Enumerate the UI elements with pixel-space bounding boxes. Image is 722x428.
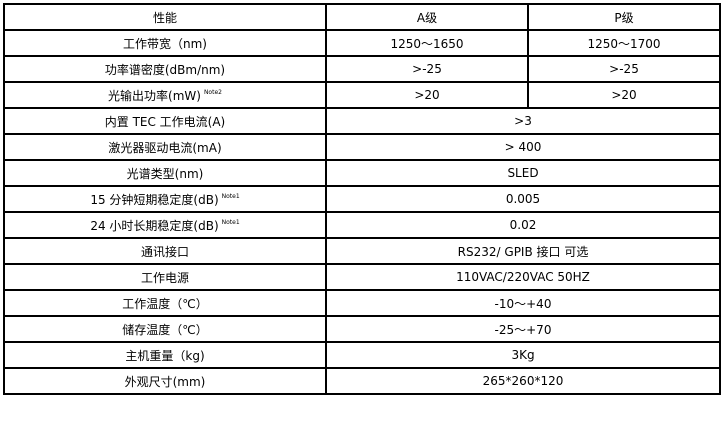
row-value: 0.005 [325,185,721,213]
table-row: 主机重量（kg) 3Kg [3,341,721,369]
row-value: >3 [325,107,721,135]
row-value-a: >-25 [325,55,529,83]
row-value: -25～+70 [325,315,721,343]
row-value: 265*260*120 [325,367,721,395]
table-row: 外观尺寸(mm) 265*260*120 [3,367,721,395]
row-label: 工作电源 [3,263,327,291]
row-label: 15 分钟短期稳定度(dB) Note1 [3,185,327,213]
table-row: 工作电源 110VAC/220VAC 50HZ [3,263,721,291]
row-label: 主机重量（kg) [3,341,327,369]
table-row: 光输出功率(mW) Note2 >20 >20 [3,81,721,109]
table-row: 内置 TEC 工作电流(A) >3 [3,107,721,135]
note-marker: Note2 [203,88,222,96]
table-row: 工作带宽（nm) 1250～1650 1250～1700 [3,29,721,57]
spec-table: 性能 A级 P级 工作带宽（nm) 1250～1650 1250～1700 功率谱密度… [3,3,721,395]
row-value-p: >-25 [527,55,721,83]
row-value: RS232/ GPIB 接口 可选 [325,237,721,265]
row-label: 内置 TEC 工作电流(A) [3,107,327,135]
table-row: 激光器驱动电流(mA) > 400 [3,133,721,161]
note-marker: Note1 [221,218,240,226]
row-label: 功率谱密度(dBm/nm) [3,55,327,83]
row-label: 外观尺寸(mm) [3,367,327,395]
row-value: 3Kg [325,341,721,369]
header-param: 性能 [3,3,327,31]
table-row: 24 小时长期稳定度(dB) Note1 0.02 [3,211,721,239]
row-value: 0.02 [325,211,721,239]
row-label: 通讯接口 [3,237,327,265]
table-row: 15 分钟短期稳定度(dB) Note1 0.005 [3,185,721,213]
row-label: 光输出功率(mW) Note2 [3,81,327,109]
row-label: 24 小时长期稳定度(dB) Note1 [3,211,327,239]
row-label: 光谱类型(nm) [3,159,327,187]
row-label: 储存温度（℃） [3,315,327,343]
table-row: 通讯接口 RS232/ GPIB 接口 可选 [3,237,721,265]
row-value: > 400 [325,133,721,161]
row-value: -10～+40 [325,289,721,317]
table-row: 光谱类型(nm) SLED [3,159,721,187]
row-value-p: >20 [527,81,721,109]
row-label: 工作温度（℃） [3,289,327,317]
row-value-a: 1250～1650 [325,29,529,57]
row-label: 工作带宽（nm) [3,29,327,57]
row-value-a: >20 [325,81,529,109]
table-row: 功率谱密度(dBm/nm) >-25 >-25 [3,55,721,83]
row-value: SLED [325,159,721,187]
header-row: 性能 A级 P级 [3,3,721,31]
row-value-p: 1250～1700 [527,29,721,57]
header-a-grade: A级 [325,3,529,31]
header-p-grade: P级 [527,3,721,31]
note-marker: Note1 [221,192,240,200]
table-row: 储存温度（℃） -25～+70 [3,315,721,343]
row-label: 激光器驱动电流(mA) [3,133,327,161]
table-row: 工作温度（℃） -10～+40 [3,289,721,317]
row-value: 110VAC/220VAC 50HZ [325,263,721,291]
